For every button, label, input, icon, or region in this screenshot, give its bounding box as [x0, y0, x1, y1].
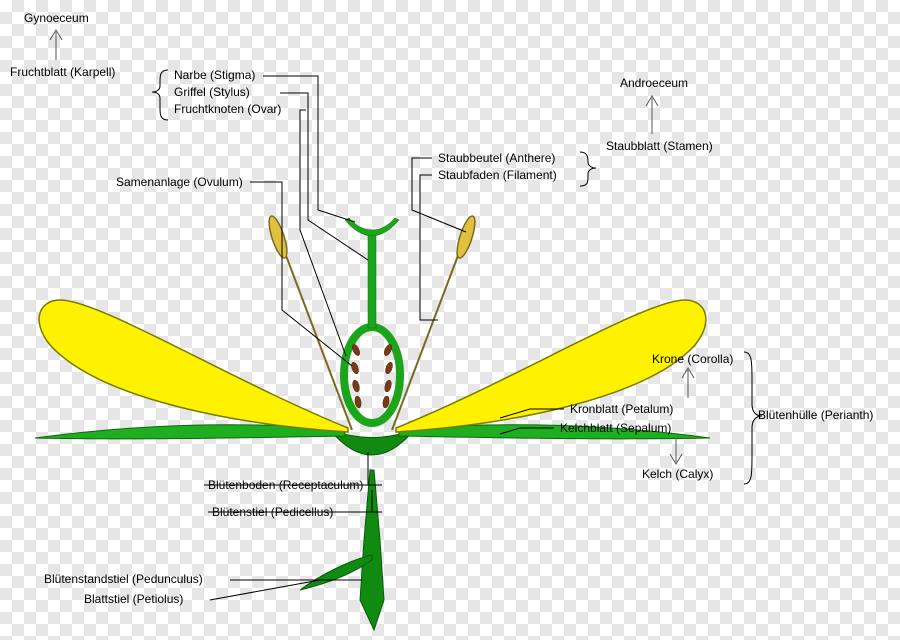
arrow-gynoeceum: [50, 30, 62, 60]
label-fruchtknoten: Fruchtknoten (Ovar): [174, 103, 281, 116]
stigma: [345, 218, 399, 236]
anther-right: [453, 214, 478, 260]
ovules: [350, 343, 394, 408]
label-bluetenboden: Blütenboden (Receptaculum): [208, 479, 363, 492]
label-fruchtblatt: Fruchtblatt (Karpell): [10, 66, 115, 79]
brace-stamen: [580, 152, 596, 186]
leader-fruchtknoten: [300, 110, 346, 356]
label-bluetenhuelle: Blütenhülle (Perianth): [758, 409, 873, 422]
label-kelch: Kelch (Calyx): [642, 468, 713, 481]
label-narbe: Narbe (Stigma): [174, 69, 255, 82]
filament-right: [392, 245, 462, 430]
ovary: [344, 327, 400, 423]
label-griffel: Griffel (Stylus): [174, 86, 250, 99]
label-staubfaden: Staubfaden (Filament): [438, 169, 557, 182]
arrow-androeceum: [646, 96, 658, 134]
label-blattstiel: Blattstiel (Petiolus): [84, 593, 183, 606]
style: [368, 230, 376, 328]
label-kronblatt: Kronblatt (Petalum): [570, 403, 673, 416]
leader-griffel: [280, 93, 368, 260]
label-gynoeceum: Gynoeceum: [24, 12, 89, 25]
flower-diagram-svg: [0, 0, 900, 640]
leader-narbe: [263, 76, 355, 222]
petal-left: [39, 300, 348, 432]
label-androeceum: Androeceum: [620, 77, 688, 90]
leader-staubfaden: [420, 175, 438, 320]
label-bluetenstiel: Blütenstiel (Pedicellus): [212, 506, 333, 519]
label-bluetenstandstiel: Blütenstandstiel (Pedunculus): [44, 573, 203, 586]
label-krone: Krone (Corolla): [652, 353, 733, 366]
label-staubblatt: Staubblatt (Stamen): [606, 140, 713, 153]
brace-carpel: [152, 70, 168, 120]
label-staubbeutel: Staubbeutel (Anthere): [438, 152, 555, 165]
label-kelchblatt: Kelchblatt (Sepalum): [560, 422, 671, 435]
leader-samenanlage: [250, 182, 352, 366]
leader-petiole: [210, 580, 320, 600]
diagram-canvas: Gynoeceum Fruchtblatt (Karpell) Narbe (S…: [0, 0, 900, 640]
label-samenanlage: Samenanlage (Ovulum): [116, 176, 243, 189]
anther-left: [265, 214, 290, 260]
